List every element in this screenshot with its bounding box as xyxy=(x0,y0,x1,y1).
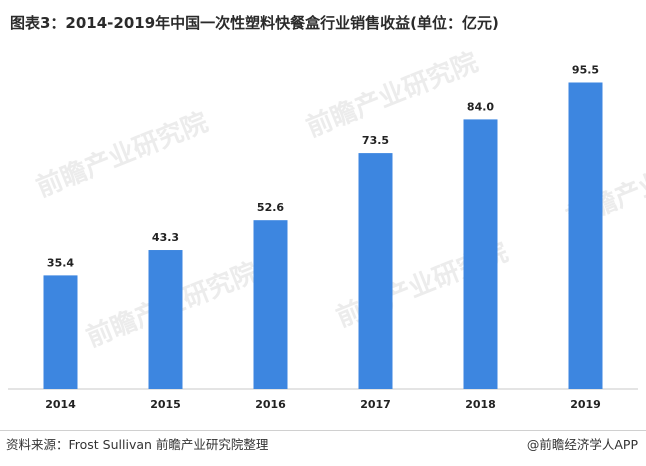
data-label-2015: 43.3 xyxy=(152,231,179,244)
bar-2016 xyxy=(253,220,288,389)
data-label-2018: 84.0 xyxy=(467,100,494,113)
x-tick-label-2016: 2016 xyxy=(255,398,286,411)
bar-2019 xyxy=(568,82,603,389)
x-tick-label-2018: 2018 xyxy=(465,398,496,411)
x-tick-label-2019: 2019 xyxy=(570,398,601,411)
data-label-2016: 52.6 xyxy=(257,201,284,214)
bar-2014 xyxy=(43,275,78,389)
data-label-2019: 95.5 xyxy=(572,63,599,76)
bar-2018 xyxy=(463,119,498,390)
data-label-2014: 35.4 xyxy=(47,256,74,269)
data-label-2017: 73.5 xyxy=(362,134,389,147)
credit-note: @前瞻经济学人APP xyxy=(526,437,638,452)
x-tick-label-2014: 2014 xyxy=(45,398,76,411)
footer-divider xyxy=(0,430,646,431)
source-note: 资料来源：Frost Sullivan 前瞻产业研究院整理 xyxy=(6,437,269,452)
chart-title: 图表3：2014-2019年中国一次性塑料快餐盒行业销售收益(单位：亿元) xyxy=(10,14,499,32)
bar-2015 xyxy=(148,250,183,389)
x-tick-label-2015: 2015 xyxy=(150,398,181,411)
bar-2017 xyxy=(358,153,393,389)
x-tick-label-2017: 2017 xyxy=(360,398,391,411)
footer: 资料来源：Frost Sullivan 前瞻产业研究院整理 @前瞻经济学人APP xyxy=(0,430,646,466)
bar-chart: 35.4 2014 43.3 2015 52.6 2016 73.5 2017 84.0 2018… xyxy=(8,63,638,411)
